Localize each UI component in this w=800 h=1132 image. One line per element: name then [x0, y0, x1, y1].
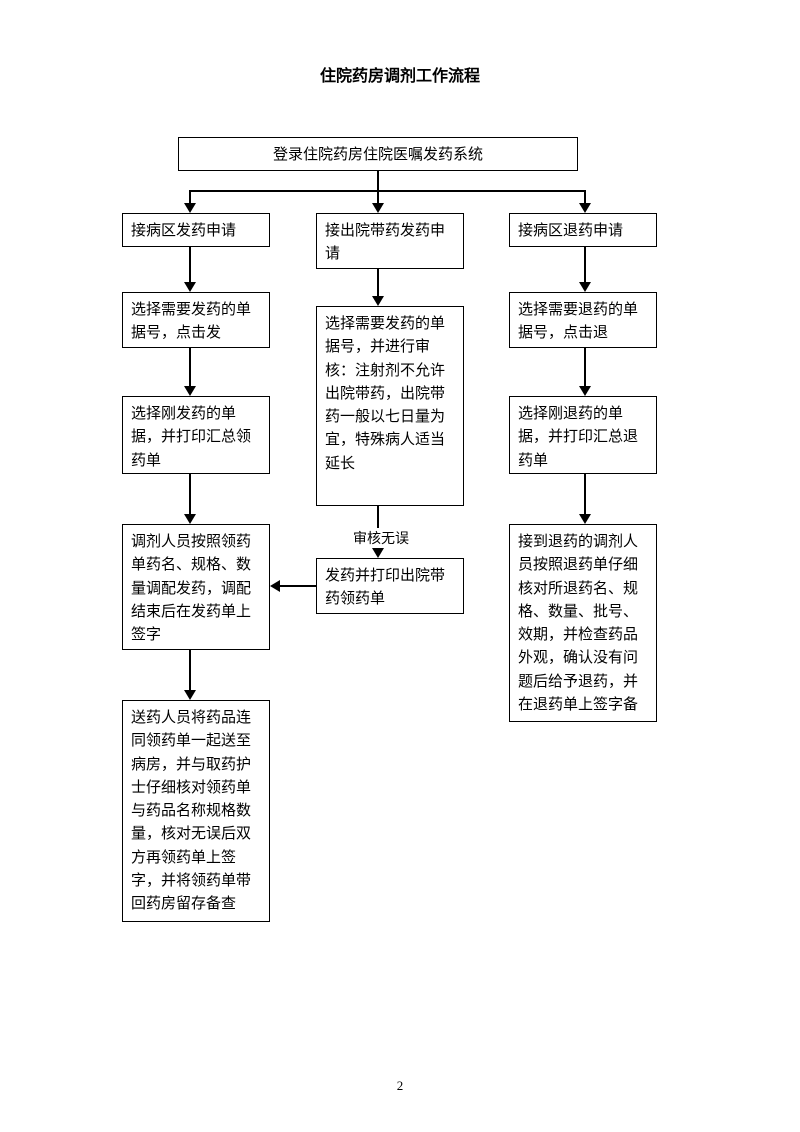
edge-a1-a2 — [189, 247, 191, 282]
arrow-c1-c2 — [579, 282, 591, 292]
edge-c1-c2 — [584, 247, 586, 282]
node-c1: 接病区退药申请 — [509, 213, 657, 247]
node-a2: 选择需要发药的单据号，点击发 — [122, 292, 270, 348]
node-c3: 选择刚退药的单据，并打印汇总退药单 — [509, 396, 657, 474]
arrow-root-c1 — [579, 203, 591, 213]
node-b1: 接出院带药发药申请 — [316, 213, 464, 269]
node-c2: 选择需要退药的单据号，点击退 — [509, 292, 657, 348]
arrow-c2-c3 — [579, 386, 591, 396]
edge-a3-a4 — [189, 474, 191, 514]
edge-a4-a5 — [189, 650, 191, 690]
node-b3: 发药并打印出院带药领药单 — [316, 558, 464, 614]
arrow-a2-a3 — [184, 386, 196, 396]
edge-b3-a4 — [280, 585, 316, 587]
edge-root-a1 — [189, 190, 191, 203]
edge-root-c1 — [584, 190, 586, 203]
arrow-c3-c4 — [579, 514, 591, 524]
arrow-a1-a2 — [184, 282, 196, 292]
edge-a2-a3 — [189, 348, 191, 386]
edge-root-stub — [377, 171, 379, 190]
page-number: 2 — [0, 1078, 800, 1094]
edge-c2-c3 — [584, 348, 586, 386]
node-root: 登录住院药房住院医嘱发药系统 — [178, 137, 578, 171]
node-b2: 选择需要发药的单据号，并进行审核：注射剂不允许出院带药，出院带药一般以七日量为宜… — [316, 306, 464, 506]
arrow-a4-a5 — [184, 690, 196, 700]
node-a3: 选择刚发药的单据，并打印汇总领药单 — [122, 396, 270, 474]
edge-label-audit: 审核无误 — [353, 528, 409, 548]
arrow-a3-a4 — [184, 514, 196, 524]
arrow-root-a1 — [184, 203, 196, 213]
arrow-b2-b3 — [372, 548, 384, 558]
node-a4: 调剂人员按照领药单药名、规格、数量调配发药，调配结束后在发药单上签字 — [122, 524, 270, 650]
edge-root-b1 — [377, 190, 379, 203]
arrow-b3-a4 — [270, 580, 280, 592]
arrow-b1-b2 — [372, 296, 384, 306]
flowchart-container: 登录住院药房住院医嘱发药系统 接病区发药申请 选择需要发药的单据号，点击发 选择… — [0, 0, 800, 1132]
edge-fork-horizontal — [189, 190, 586, 192]
arrow-root-b1 — [372, 203, 384, 213]
node-a1: 接病区发药申请 — [122, 213, 270, 247]
edge-b1-b2 — [377, 269, 379, 296]
node-a5: 送药人员将药品连同领药单一起送至病房，并与取药护士仔细核对领药单与药品名称规格数… — [122, 700, 270, 922]
node-c4: 接到退药的调剂人员按照退药单仔细核对所退药名、规格、数量、批号、效期，并检查药品… — [509, 524, 657, 722]
edge-c3-c4 — [584, 474, 586, 514]
